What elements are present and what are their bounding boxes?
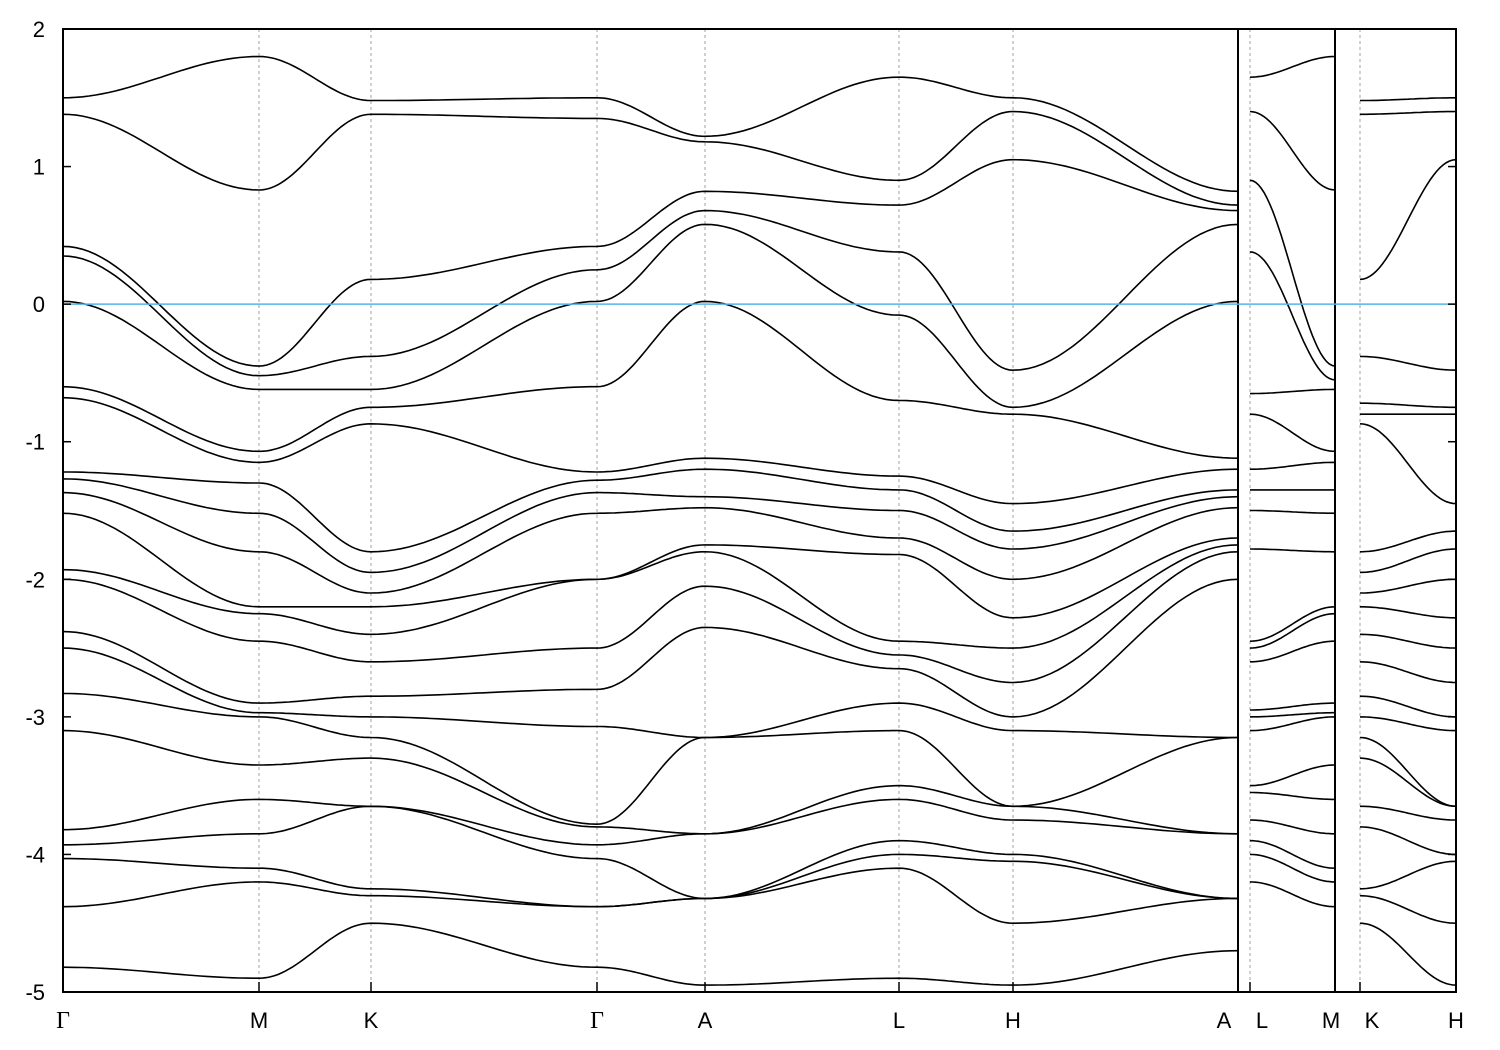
x-tick-label: A <box>1217 1008 1232 1033</box>
band-19 <box>63 805 1456 900</box>
y-tick-label: 2 <box>33 17 45 42</box>
y-tick-label: -1 <box>25 430 45 455</box>
band-6 <box>63 300 1456 459</box>
x-tick-label: M <box>1322 1008 1340 1033</box>
x-tick-label: H <box>1448 1008 1464 1033</box>
y-axis: -5 -4 -3 -2 -1 0 1 2 <box>25 17 1456 1005</box>
band-14 <box>63 578 1456 718</box>
band-3 <box>63 158 1456 367</box>
band-1 <box>63 55 1456 193</box>
band-20 <box>63 839 1456 908</box>
band-18 <box>63 791 1456 846</box>
x-tick-label: M <box>250 1008 268 1033</box>
y-tick-label: 0 <box>33 292 45 317</box>
band-4 <box>63 209 1456 381</box>
x-tick-label: Γ <box>590 1008 604 1034</box>
band-16 <box>63 692 1456 825</box>
x-tick-label: A <box>698 1008 713 1033</box>
bands <box>63 55 1456 986</box>
x-tick-label: H <box>1005 1008 1021 1033</box>
band-12 <box>63 544 1456 649</box>
band-10 <box>63 491 1456 594</box>
y-tick-label: 1 <box>33 155 45 180</box>
grid-lines <box>258 29 1361 992</box>
y-tick-label: -4 <box>25 842 45 867</box>
band-8 <box>63 468 1456 553</box>
band-5 <box>63 223 1456 409</box>
band-9 <box>63 478 1456 574</box>
band-2 <box>63 110 1456 206</box>
band-17 <box>63 729 1456 835</box>
x-tick-label: K <box>364 1008 379 1033</box>
plot-frame <box>62 28 1457 993</box>
band-13 <box>63 551 1456 684</box>
y-tick-label: -2 <box>25 567 45 592</box>
y-tick-label: -3 <box>25 705 45 730</box>
x-tick-label: K <box>1365 1008 1380 1033</box>
x-tick-label: L <box>1256 1008 1268 1033</box>
x-tick-label: Γ <box>56 1008 70 1034</box>
band-22 <box>63 881 1456 986</box>
band-15 <box>63 647 1456 739</box>
band-21 <box>63 853 1456 924</box>
y-tick-label: -5 <box>25 980 45 1005</box>
band-7 <box>63 396 1456 505</box>
band-11 <box>63 512 1456 642</box>
x-tick-label: L <box>893 1008 905 1033</box>
